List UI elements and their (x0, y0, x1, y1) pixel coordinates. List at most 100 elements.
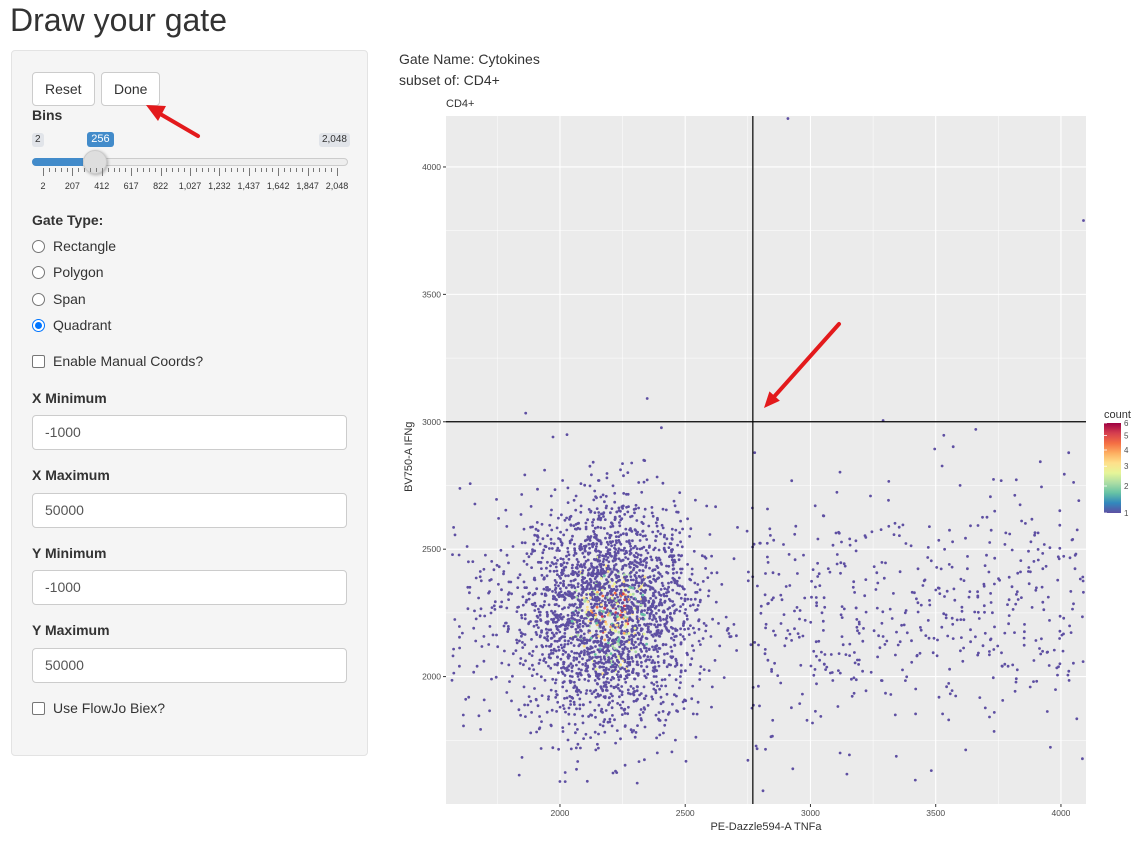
data-point (757, 684, 760, 688)
plot-panel[interactable] (446, 116, 1086, 804)
manual-coords-toggle[interactable]: Enable Manual Coords? (32, 351, 203, 371)
data-point (602, 646, 606, 649)
data-point (458, 664, 461, 668)
data-point (482, 698, 486, 702)
data-point (607, 668, 611, 671)
data-point (870, 530, 874, 534)
rectangle-radio[interactable] (32, 239, 45, 253)
data-point (581, 575, 585, 579)
data-point (992, 648, 996, 651)
data-point (532, 542, 535, 546)
gate-plot[interactable]: CD4+ 2000 2500 3000 3500 4000 20002500300035… (390, 92, 1139, 842)
data-point (596, 559, 600, 563)
data-point (530, 552, 533, 556)
data-point (574, 566, 578, 570)
bins-tick-label: 1,437 (237, 181, 261, 191)
data-point (983, 706, 987, 710)
data-point (596, 694, 600, 698)
data-point (672, 571, 675, 575)
span-radio-label: Span (53, 291, 86, 307)
data-point (543, 468, 546, 472)
data-point (606, 532, 609, 535)
data-point (968, 590, 972, 593)
span-radio[interactable] (32, 292, 45, 306)
data-point (617, 509, 621, 512)
data-point (531, 649, 535, 653)
polygon-radio[interactable] (32, 265, 45, 279)
data-point (488, 590, 491, 593)
data-point (603, 673, 606, 677)
bins-slider[interactable]: 2 2,048 256 2 207 412 617 822 1,027 1,232 1,437… (32, 131, 350, 193)
bins-slider-fill (32, 158, 84, 166)
x-minimum-input[interactable]: -1000 (32, 415, 347, 450)
data-point (691, 684, 695, 688)
data-point (621, 504, 625, 508)
data-point (576, 675, 580, 678)
data-point (815, 654, 818, 658)
data-point (555, 549, 559, 552)
data-point (702, 668, 706, 671)
reset-button[interactable]: Reset (32, 72, 95, 106)
data-point (989, 528, 993, 532)
data-point (662, 731, 665, 735)
flowjo-biex-checkbox[interactable] (32, 701, 45, 715)
data-point (578, 527, 582, 531)
data-point (655, 736, 658, 740)
data-point (583, 539, 587, 543)
data-point (736, 526, 739, 529)
data-point (635, 781, 639, 785)
data-point (644, 534, 647, 538)
data-point (711, 617, 714, 621)
data-point (910, 660, 914, 664)
data-point (805, 718, 809, 722)
data-point (618, 524, 622, 528)
data-point (629, 570, 633, 574)
data-point (921, 584, 925, 587)
data-point (642, 545, 646, 549)
data-point (620, 706, 623, 710)
data-point (619, 737, 622, 741)
data-point (659, 532, 662, 536)
data-point (474, 639, 478, 643)
data-point (603, 500, 606, 504)
data-point (532, 668, 536, 671)
data-point (629, 593, 632, 596)
x-maximum-input[interactable]: 50000 (32, 493, 347, 528)
data-point (598, 723, 602, 726)
data-point (602, 695, 606, 699)
done-button[interactable]: Done (101, 72, 161, 106)
gate-type-option-polygon[interactable]: Polygon (32, 262, 104, 282)
data-point (592, 604, 596, 608)
gate-type-option-span[interactable]: Span (32, 289, 86, 309)
data-point (517, 708, 521, 712)
manual-coords-checkbox[interactable] (32, 354, 45, 368)
data-point (947, 563, 951, 566)
data-point (660, 684, 663, 688)
data-point (577, 678, 581, 681)
bins-tick-mark (101, 168, 103, 176)
data-point (554, 562, 558, 565)
rectangle-radio-label: Rectangle (53, 238, 117, 254)
bins-value-label: 256 (87, 132, 114, 147)
y-minimum-input[interactable]: -1000 (32, 570, 347, 605)
gate-type-option-quadrant[interactable]: Quadrant (32, 315, 111, 335)
quadrant-radio[interactable] (32, 318, 45, 332)
data-point (852, 580, 856, 584)
data-point (952, 587, 956, 591)
data-point (643, 623, 646, 626)
data-point (960, 636, 963, 639)
data-point (494, 675, 498, 679)
data-point (644, 659, 647, 663)
data-point (822, 663, 826, 666)
bins-slider-handle[interactable] (83, 150, 108, 174)
data-point (594, 674, 598, 678)
data-point (820, 650, 823, 654)
gate-type-option-rectangle[interactable]: Rectangle (32, 236, 116, 256)
data-point (587, 568, 590, 572)
data-point (565, 528, 569, 532)
flowjo-biex-toggle[interactable]: Use FlowJo Biex? (32, 698, 165, 718)
data-point (658, 593, 662, 596)
data-point (520, 493, 524, 496)
y-maximum-input[interactable]: 50000 (32, 648, 347, 683)
data-point (451, 553, 454, 556)
